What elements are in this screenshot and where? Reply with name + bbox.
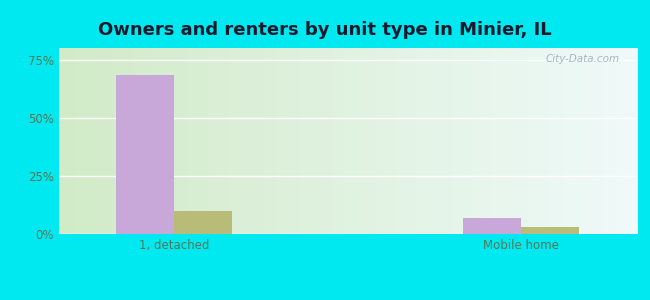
Bar [521, 227, 579, 234]
Bar [463, 218, 521, 234]
Bar [116, 75, 174, 234]
Bar [174, 211, 232, 234]
Text: Owners and renters by unit type in Minier, IL: Owners and renters by unit type in Minie… [98, 21, 552, 39]
Text: City-Data.com: City-Data.com [545, 54, 619, 64]
